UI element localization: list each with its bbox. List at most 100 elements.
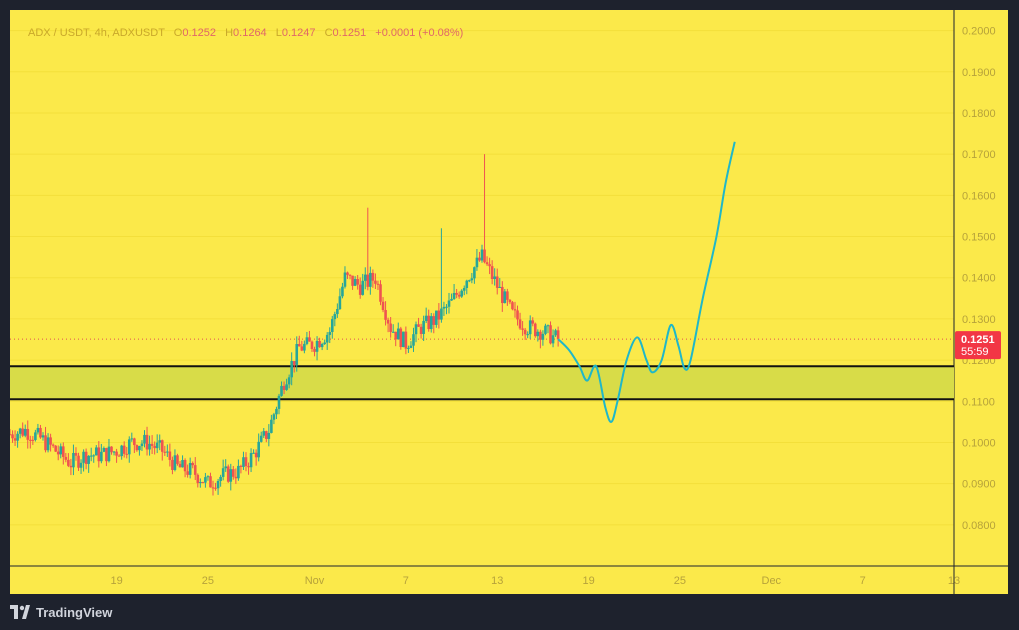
brand-label: TradingView [36,604,113,620]
candle-body [533,323,537,337]
candle-body [77,455,80,468]
candle-body [412,334,415,346]
price-tick-label: 0.2000 [962,26,996,38]
candle-body [503,291,507,304]
candle-body [117,455,121,457]
candle-body [249,453,253,468]
candle-body [31,439,35,441]
candle-body [356,279,359,285]
candle-body [188,463,192,475]
candle-body [135,445,139,451]
time-tick-label: 19 [110,575,122,587]
candle-body [358,284,362,295]
candle-body [234,476,238,479]
price-chart[interactable]: 0.2000 0.1900 0.1800 0.1700 0.1600 0.1500 0.14… [10,10,1008,594]
candle-body [528,320,532,335]
time-tick-label: Nov [305,575,325,587]
high-label: H [225,27,234,39]
candle-body [173,455,177,470]
candle-body [333,314,337,320]
candle-body [39,427,42,438]
time-tick-label: 25 [674,575,686,587]
candle-body [419,326,423,334]
candle-body [394,331,398,340]
candle-body [488,264,491,267]
candle-body [554,330,557,336]
candle-body [297,344,301,347]
candle-body [67,459,70,466]
candle-body [34,432,37,440]
candle-body [168,451,172,460]
candle-body [277,395,281,409]
candle-body [508,299,512,303]
candle-body [21,428,24,436]
candle-body [262,431,266,436]
candle-body [501,286,504,304]
candle-body [265,431,268,439]
price-tag-countdown: 55:59 [961,346,989,358]
candle-body [546,325,550,327]
candle-body [450,298,453,301]
projection-curve [557,141,736,423]
time-tick-label: 13 [948,575,960,587]
candle-body [115,451,118,456]
candle-body [74,452,78,456]
candle-body [214,487,217,489]
candle-body [122,445,126,454]
candle-body [371,272,375,281]
candle-body [267,432,271,439]
price-tick-label: 0.1000 [962,437,996,449]
candle-body [442,306,446,309]
candle-body [61,446,65,457]
candle-body [211,487,215,489]
candle-body [204,477,207,483]
candle-body [125,453,129,455]
candle-body [404,331,408,349]
candle-body [36,427,40,433]
candle-body [292,361,296,365]
high-value: 0.1264 [233,27,267,39]
candle-body [521,328,524,330]
candle-body [386,319,390,324]
chart-area[interactable]: 0.2000 0.1900 0.1800 0.1700 0.1600 0.1500 0.14… [10,10,1008,594]
candle-body [556,330,560,340]
candle-body [145,434,149,450]
price-tick-label: 0.0900 [962,479,996,491]
candle-body [166,451,169,453]
candle-body [526,334,529,336]
candle-body [300,346,304,351]
candle-body [272,414,276,420]
candle-body [478,257,481,261]
open-value: 0.1252 [182,27,217,39]
candle-body [374,280,377,284]
candle-body [402,331,405,348]
candle-body [252,452,255,454]
candle-body [259,435,263,442]
candle-body [270,419,273,433]
price-tag-background [955,331,1001,360]
price-tick-label: 0.1300 [962,314,996,326]
candle-body [381,301,385,311]
candle-body [338,296,342,310]
candle-body [11,434,14,439]
candle-body [112,451,116,453]
price-tick-label: 0.1400 [962,273,996,285]
candle-body [183,460,187,472]
candle-body [432,316,436,325]
candle-body [51,444,55,446]
candle-body [196,474,200,484]
candle-body [523,329,527,335]
candle-body [295,344,299,365]
footer-brand[interactable]: TradingView [10,603,112,621]
candle-body [343,272,347,287]
candle-body [447,300,451,307]
candle-body [13,438,17,441]
candle-body [366,274,370,287]
candle-body [323,342,326,345]
candle-body [391,331,395,333]
candle-body [287,377,291,385]
candle-body [153,445,156,449]
candle-body [16,433,19,441]
candle-body [254,452,258,458]
candle-body [282,385,286,390]
